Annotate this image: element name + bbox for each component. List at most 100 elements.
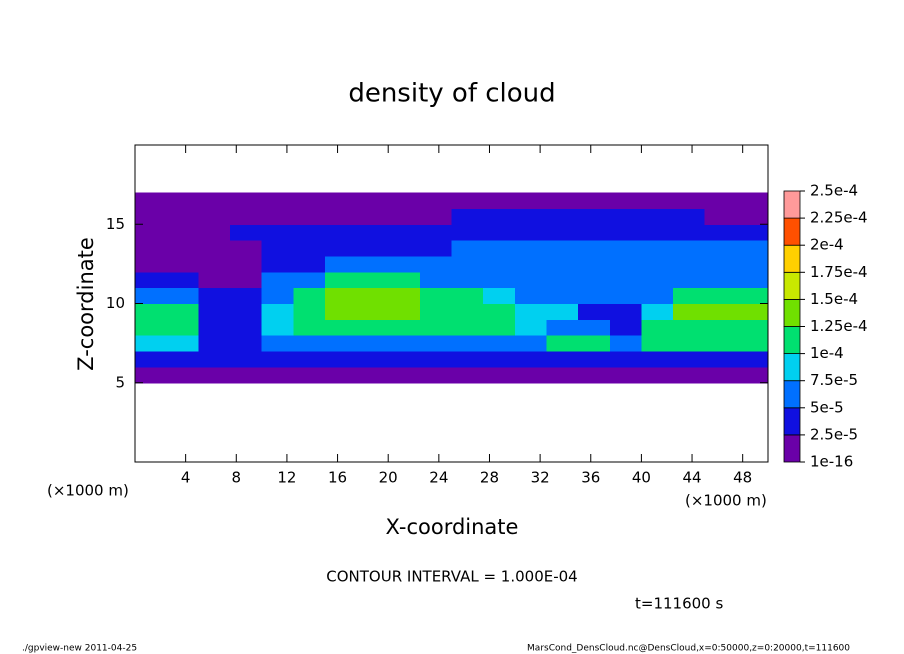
contour-cell xyxy=(388,208,421,225)
contour-cell xyxy=(419,224,452,241)
contour-cell xyxy=(166,255,199,273)
contour-cell xyxy=(673,351,706,368)
contour-cell xyxy=(198,319,231,336)
contour-cell xyxy=(324,366,358,384)
footer: ./gpview-new 2011-04-25 xyxy=(22,644,137,654)
contour-cell xyxy=(135,319,168,336)
contour-cell xyxy=(483,240,516,257)
contour-cell xyxy=(198,335,231,352)
contour-cell xyxy=(293,224,326,241)
contour-cell xyxy=(704,240,737,257)
contour-cell xyxy=(419,192,452,209)
contour-cell xyxy=(261,240,294,257)
contour-cell xyxy=(135,335,168,352)
colorbar-label: 5e-5 xyxy=(810,398,844,416)
x-tick-label: 20 xyxy=(379,469,398,487)
contour-cell xyxy=(451,208,484,225)
contour-cell xyxy=(514,271,547,289)
contour-cell xyxy=(229,303,263,320)
contour-cell xyxy=(451,287,484,304)
contour-cell xyxy=(261,271,294,289)
contour-cell xyxy=(483,208,516,225)
contour-cell xyxy=(609,287,642,304)
contour-cell xyxy=(578,303,611,320)
contour-cell xyxy=(641,335,674,352)
contour-cell xyxy=(388,271,421,289)
contour-cell xyxy=(293,240,326,257)
colorbar-box xyxy=(783,353,801,382)
contour-cell xyxy=(356,351,389,368)
contour-cell xyxy=(483,366,516,384)
x-axis-label: X-coordinate xyxy=(386,515,519,539)
contour-cell xyxy=(514,335,547,352)
contour-cell xyxy=(736,366,769,384)
contour-cell xyxy=(483,271,516,289)
contour-cell xyxy=(736,271,769,289)
colorbar-box xyxy=(783,244,801,273)
contour-cell xyxy=(483,287,516,304)
contour-cell xyxy=(641,319,674,336)
contour-cell xyxy=(704,319,737,336)
contour-cell xyxy=(166,224,199,241)
contour-cell xyxy=(419,351,452,368)
contour-cell xyxy=(578,271,611,289)
contour-cell xyxy=(673,366,706,384)
contour-cell xyxy=(451,271,484,289)
x-unit-label: (×1000 m) xyxy=(685,492,767,510)
x-tick-label: 16 xyxy=(328,469,347,487)
x-tick-label: 8 xyxy=(232,469,242,487)
colorbar-box xyxy=(783,298,801,327)
contour-cell xyxy=(293,335,326,352)
contour-cell xyxy=(609,240,642,257)
contour-cell xyxy=(514,366,547,384)
time-label: t=111600 s xyxy=(635,595,723,613)
colorbar-box xyxy=(783,217,801,246)
colorbar-label: 1e-16 xyxy=(810,453,853,471)
contour-cell xyxy=(673,208,706,225)
contour-cell xyxy=(736,319,769,336)
contour-cell xyxy=(198,287,231,304)
contour-cell xyxy=(483,335,516,352)
contour-cell xyxy=(198,208,231,225)
contour-cell xyxy=(135,287,168,304)
contour-cell xyxy=(483,319,516,336)
colorbar-label: 1.5e-4 xyxy=(810,290,858,308)
contour-cell xyxy=(451,192,484,209)
contour-cell xyxy=(483,303,516,320)
contour-cell xyxy=(546,287,579,304)
contour-cell xyxy=(324,255,358,273)
contour-cell xyxy=(673,255,706,273)
x-tick-label: 12 xyxy=(277,469,296,487)
contour-cell xyxy=(135,271,168,289)
contour-cell xyxy=(324,319,358,336)
contour-cell xyxy=(609,271,642,289)
contour-cell xyxy=(451,255,484,273)
contour-cell xyxy=(704,271,737,289)
contour-cell xyxy=(356,192,389,209)
contour-cell xyxy=(229,335,263,352)
colorbar-box xyxy=(783,434,801,463)
colorbar-box xyxy=(783,326,801,355)
contour-cell xyxy=(388,351,421,368)
contour-cell xyxy=(451,319,484,336)
contour-cell xyxy=(514,351,547,368)
contour-cell xyxy=(135,224,168,241)
contour-cell xyxy=(261,303,294,320)
contour-cell xyxy=(261,208,294,225)
contour-cell xyxy=(514,255,547,273)
contour-cell xyxy=(578,351,611,368)
contour-cell xyxy=(641,192,674,209)
y-tick-label: 15 xyxy=(106,215,125,233)
contour-cell xyxy=(419,208,452,225)
contour-cell xyxy=(261,192,294,209)
contour-cell xyxy=(166,192,199,209)
contour-cell xyxy=(736,240,769,257)
contour-cell xyxy=(673,319,706,336)
colorbar-label: 1.75e-4 xyxy=(810,263,868,281)
contour-cell xyxy=(324,287,358,304)
contour-cell xyxy=(356,319,389,336)
contour-cell xyxy=(673,335,706,352)
contour-cell xyxy=(641,271,674,289)
contour-cell xyxy=(293,303,326,320)
